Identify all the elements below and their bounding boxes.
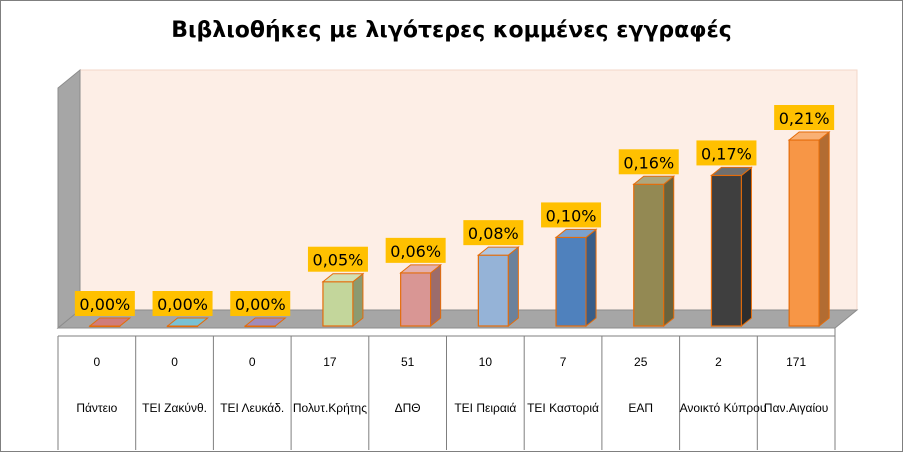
bar-side (352, 272, 364, 328)
data-label-box (696, 140, 757, 166)
table-value-cell: 25 (634, 355, 648, 369)
data-label-box (230, 291, 291, 316)
data-label: 0,06% (385, 237, 446, 263)
bar-side (507, 246, 519, 328)
data-label-text: 0,08% (468, 224, 519, 243)
data-label: 0,05% (307, 246, 368, 272)
table-value-cell: 17 (323, 355, 337, 369)
data-label-text: 0,00% (235, 295, 286, 314)
data-label: 0,00% (152, 291, 213, 316)
table-value-cell: 10 (478, 355, 493, 369)
bar-front (322, 281, 354, 327)
table-value-cell: 51 (400, 355, 415, 369)
bar-top (399, 264, 443, 274)
bar (554, 228, 598, 328)
data-label: 0,21% (774, 105, 835, 130)
table-value-cell: 0 (248, 355, 256, 369)
category-label: ΔΠΘ (394, 401, 421, 415)
data-label-text: 0,16% (623, 153, 674, 172)
table-value-cell: 2 (715, 355, 722, 369)
category-label: Παν.Αιγαίου (763, 401, 829, 415)
bar (632, 175, 676, 328)
category-label: Πολυτ.Κρήτης (292, 401, 368, 415)
bar-side (818, 130, 830, 328)
bar-front (710, 174, 743, 327)
bar-top (554, 228, 598, 238)
bar (321, 272, 365, 328)
bar (476, 246, 520, 328)
data-label: 0,10% (541, 202, 602, 228)
bar-top (321, 273, 365, 283)
data-label-box (774, 105, 835, 130)
data-label-box (307, 246, 368, 272)
data-label-text: 0,00% (157, 295, 208, 314)
data-label: 0,00% (74, 291, 135, 316)
data-label: 0,16% (618, 149, 679, 175)
data-label-text: 0,06% (390, 242, 441, 261)
bar-top (710, 166, 753, 176)
bar (787, 130, 831, 328)
data-label-box (618, 149, 679, 175)
bar-side (663, 175, 675, 328)
category-label: ΤΕΙ Λευκάδ. (220, 401, 285, 415)
category-label: ΤΕΙ Πειραιά (454, 401, 517, 415)
data-label-box (152, 291, 213, 316)
data-label-text: 0,05% (313, 251, 364, 270)
data-label: 0,17% (696, 140, 757, 166)
data-table-grid (57, 328, 836, 450)
side-wall (57, 68, 81, 330)
category-label: ΕΑΠ (628, 401, 654, 415)
table-value-cell: 7 (559, 355, 567, 369)
bar-front (633, 183, 665, 327)
chart-data-labels: 0,00% 0,00% 0,00% 0,05% 0,06% 0,08% 0,10% 0,16%… (74, 105, 835, 316)
bar-top (476, 246, 520, 256)
data-label: 0,00% (230, 291, 291, 316)
category-label: ΤΕΙ Ζακύνθ. (142, 401, 207, 415)
bar (88, 317, 132, 328)
category-label: ΤΕΙ Καστοριά (527, 401, 599, 415)
data-label-text: 0,00% (79, 295, 130, 314)
data-label-box (74, 291, 135, 316)
bar-front (555, 236, 587, 327)
bar-side (740, 166, 752, 328)
bar (166, 317, 209, 328)
bar (243, 317, 287, 328)
bar-front (400, 272, 432, 327)
data-label-text: 0,17% (701, 144, 752, 163)
data-label: 0,08% (463, 220, 524, 246)
table-value-cell: 0 (93, 355, 101, 369)
bar-front (788, 139, 820, 327)
data-label-text: 0,21% (779, 109, 830, 128)
bar-top (787, 131, 831, 141)
bar-top (243, 317, 287, 327)
data-label-box (541, 202, 602, 228)
data-label-text: 0,10% (546, 206, 597, 225)
bar-top (166, 317, 209, 327)
table-value-cell: 171 (786, 355, 807, 369)
table-value-cell: 0 (171, 355, 178, 369)
category-label: Ανοικτό Κύπρου (679, 401, 767, 415)
category-label: Πάντειο (76, 401, 118, 415)
bar (399, 263, 443, 328)
chart-bars (88, 130, 831, 328)
bar-side (585, 228, 597, 328)
data-label-box (385, 237, 446, 263)
bar-top (632, 175, 676, 185)
bar-top (88, 317, 132, 327)
data-label-box (463, 220, 524, 246)
bar-front (477, 254, 509, 327)
bar (710, 166, 753, 328)
chart-title: Βιβλιοθήκες με λιγότερες κομμένες εγγραφ… (171, 18, 732, 43)
bar-side (430, 263, 442, 328)
